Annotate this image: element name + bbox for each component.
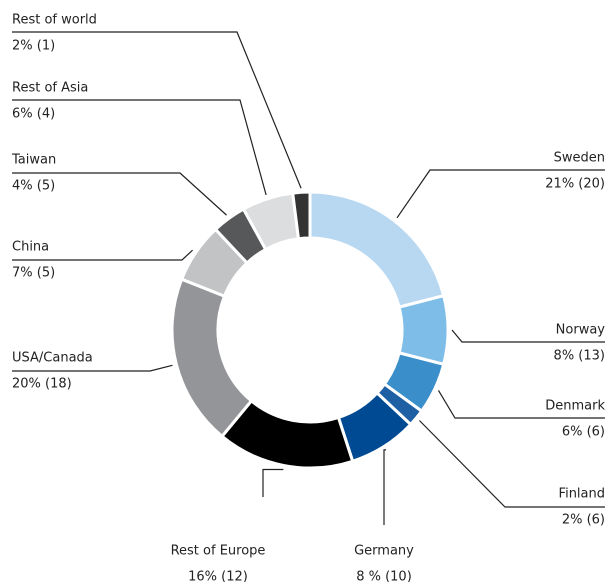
leader-line [12,172,227,216]
leader-line [12,364,173,372]
value-label: 2% (1) [12,39,55,54]
category-label: Finland [559,487,605,502]
category-label: Rest of Europe [171,544,266,559]
value-label: 21% (20) [545,177,605,192]
value-label: 16% (12) [188,570,248,582]
leader-line [396,169,605,219]
value-label: 6% (6) [562,425,605,440]
leader-line [383,449,387,525]
category-label: Taiwan [11,153,56,168]
category-label: Rest of Asia [12,81,88,96]
category-label: Rest of world [12,13,97,28]
donut-segment [170,277,254,439]
category-label: Norway [556,323,606,338]
leader-line [12,99,267,196]
category-label: Sweden [554,151,605,166]
category-label: China [12,240,49,255]
leader-line [451,329,605,343]
donut-segment [308,190,446,309]
category-label: Germany [354,544,414,559]
category-label: Denmark [545,399,605,414]
value-label: 8 % (10) [356,570,412,582]
value-label: 20% (18) [12,377,72,392]
value-label: 2% (6) [562,513,605,528]
value-label: 4% (5) [12,179,55,194]
donut-segment [291,190,312,241]
leader-line [418,420,605,508]
value-label: 6% (4) [12,107,55,122]
leader-line [12,31,302,189]
value-label: 8% (13) [554,349,605,364]
leader-line [12,249,193,261]
category-label: USA/Canada [12,351,93,366]
leader-line [437,390,605,419]
leader-line [262,468,284,497]
value-label: 7% (5) [12,266,55,281]
